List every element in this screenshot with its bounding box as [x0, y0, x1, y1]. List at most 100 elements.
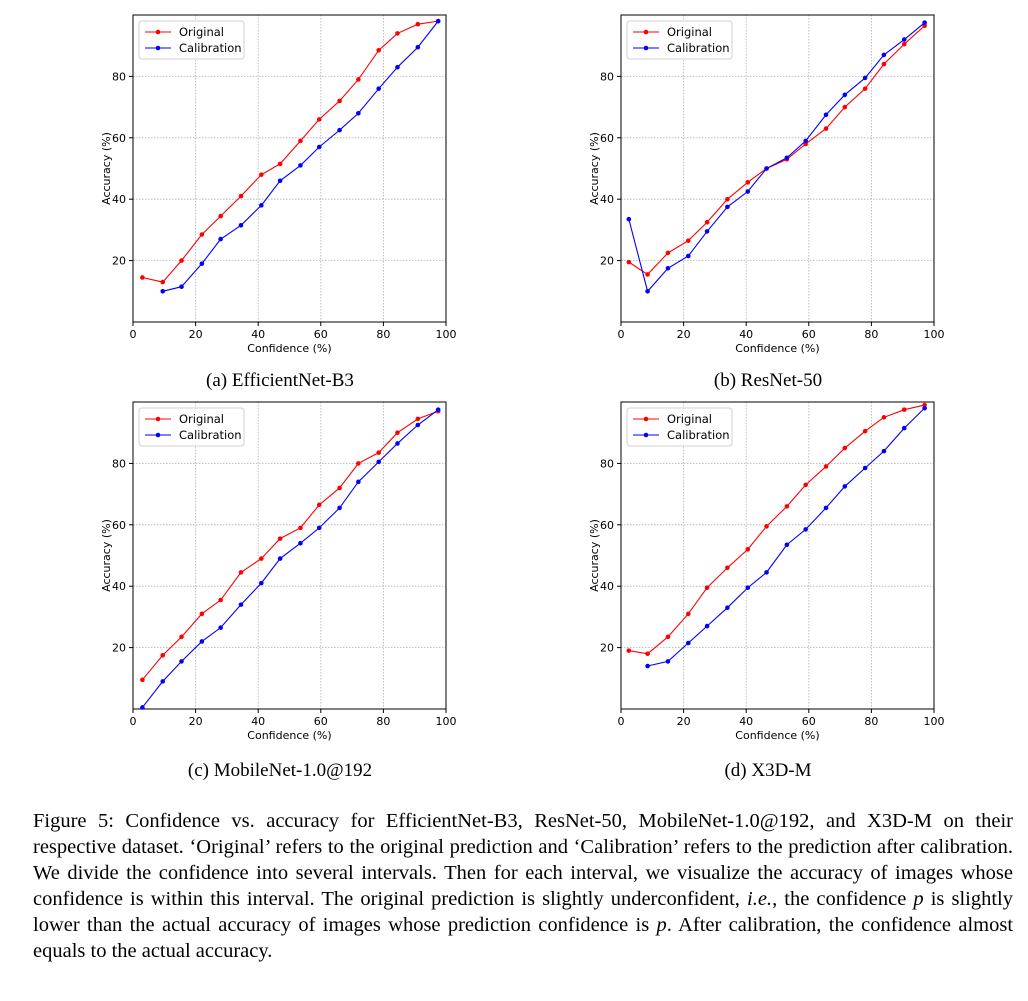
x-tick-label: 20: [677, 328, 691, 341]
data-point-original: [160, 279, 166, 285]
x-tick-label: 80: [864, 328, 878, 341]
data-point-calibration: [160, 679, 166, 684]
y-tick-label: 60: [112, 519, 126, 532]
data-point-calibration: [842, 484, 848, 489]
data-point-calibration: [665, 659, 671, 664]
figure-caption-ie: i.e.: [747, 888, 773, 910]
y-tick-label: 20: [600, 255, 614, 268]
x-tick-label: 0: [618, 328, 625, 341]
series-line-original: [628, 25, 925, 276]
series-line-original: [628, 404, 925, 655]
data-point-original: [645, 651, 650, 657]
data-point-calibration: [901, 425, 907, 431]
data-point-calibration: [645, 663, 650, 669]
chart-panel-c: 0 20 40 60 80 100 20 40 60 80 Confidence (%) Accura…: [95, 397, 465, 747]
data-point-original: [218, 213, 223, 219]
series-line-calibration: [628, 22, 925, 293]
data-point-original: [764, 524, 769, 529]
plot-frame: [132, 401, 447, 710]
data-point-calibration: [823, 112, 829, 118]
x-tick-label: 40: [739, 715, 753, 728]
chart-caption-c: (c) MobileNet-1.0@192: [187, 760, 373, 781]
x-tick-label: 60: [802, 328, 816, 341]
x-axis-label: Confidence (%): [735, 729, 819, 742]
data-point-calibration: [259, 203, 264, 208]
y-tick-label: 80: [112, 70, 126, 83]
figure-caption-prefix: Figure 5: Confidence vs. accuracy for Ef…: [33, 810, 1013, 910]
data-point-original: [685, 238, 691, 243]
data-point-original: [881, 61, 887, 67]
legend-box: [138, 407, 245, 447]
legend-marker-original: [155, 29, 161, 35]
data-point-calibration: [376, 86, 382, 91]
data-point-calibration: [803, 138, 808, 144]
legend-box: [626, 407, 733, 447]
x-tick-label: 100: [924, 715, 945, 728]
y-tick-label: 80: [600, 457, 614, 470]
data-point-original: [725, 196, 730, 202]
x-tick-label: 20: [189, 328, 203, 341]
data-point-calibration: [862, 465, 868, 471]
x-tick-label: 40: [251, 715, 265, 728]
data-point-calibration: [199, 639, 205, 644]
data-point-original: [259, 172, 264, 177]
data-point-original: [238, 193, 244, 199]
chart-svg-d: 0 20 40 60 80 100 20 40 60 80 Confidence (%) Accura…: [588, 401, 945, 742]
data-point-original: [316, 117, 322, 122]
figure-caption-mid1: , the confidence: [772, 888, 914, 910]
data-point-calibration: [803, 527, 808, 532]
data-point-calibration: [901, 37, 907, 42]
data-point-calibration: [179, 284, 184, 289]
data-point-calibration: [842, 92, 848, 98]
data-point-original: [665, 250, 671, 256]
data-point-calibration: [395, 441, 400, 446]
data-point-calibration: [881, 52, 887, 58]
x-tick-label: 20: [677, 715, 691, 728]
data-point-calibration: [881, 448, 887, 454]
series-line-calibration: [141, 409, 439, 708]
chart-svg-b: 0 20 40 60 80 100 20 40 60 80 Confidence (%) Accura…: [588, 14, 945, 355]
data-point-original: [356, 77, 361, 82]
data-point-original: [685, 611, 691, 617]
x-tick-label: 100: [436, 715, 457, 728]
x-tick-label: 80: [376, 328, 390, 341]
data-point-calibration: [316, 144, 322, 150]
y-tick-label: 60: [600, 519, 614, 532]
figure-caption-suffix: . After calibration, the confidence almo…: [33, 914, 1014, 962]
data-point-original: [704, 585, 710, 591]
figure-caption-p1: p: [913, 888, 924, 910]
legend-label-original: Original: [179, 412, 224, 426]
x-tick-label: 0: [130, 328, 137, 341]
x-tick-label: 80: [864, 715, 878, 728]
data-point-original: [238, 570, 244, 575]
data-point-calibration: [665, 265, 671, 271]
series-line-original: [141, 410, 439, 681]
data-point-original: [862, 428, 868, 434]
data-point-calibration: [238, 222, 244, 228]
x-tick-label: 60: [314, 715, 328, 728]
y-tick-label: 40: [600, 193, 614, 206]
y-tick-label: 20: [112, 255, 126, 268]
data-point-original: [745, 547, 751, 552]
y-tick-label: 20: [600, 642, 614, 655]
x-tick-label: 40: [739, 328, 753, 341]
data-point-calibration: [140, 705, 145, 710]
data-point-calibration: [685, 253, 691, 259]
data-point-calibration: [922, 405, 927, 411]
data-point-original: [745, 180, 751, 185]
data-point-calibration: [415, 44, 421, 50]
data-point-calibration: [316, 525, 322, 531]
data-point-original: [823, 464, 829, 469]
chart-panel-a: 0 20 40 60 80 100 20 40 60 80 Confidence (%) Accura…: [95, 10, 465, 360]
data-point-calibration: [764, 166, 769, 171]
data-point-original: [218, 597, 223, 603]
y-tick-label: 80: [600, 70, 614, 83]
legend-box: [138, 20, 245, 60]
figure-caption: Figure 5: Confidence vs. accuracy for Ef…: [33, 808, 1013, 964]
data-point-original: [645, 272, 650, 277]
data-point-original: [376, 450, 382, 455]
y-axis-label: Accuracy (%): [100, 519, 113, 592]
data-point-original: [277, 536, 283, 541]
data-point-original: [259, 556, 264, 561]
data-point-calibration: [337, 505, 342, 511]
